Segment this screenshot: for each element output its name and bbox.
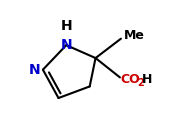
Text: 2: 2 <box>137 78 144 88</box>
Text: Me: Me <box>124 29 145 42</box>
Text: H: H <box>60 19 72 33</box>
Text: CO: CO <box>120 73 140 86</box>
Text: H: H <box>142 73 153 86</box>
Text: N: N <box>60 38 72 52</box>
Text: N: N <box>28 63 40 77</box>
